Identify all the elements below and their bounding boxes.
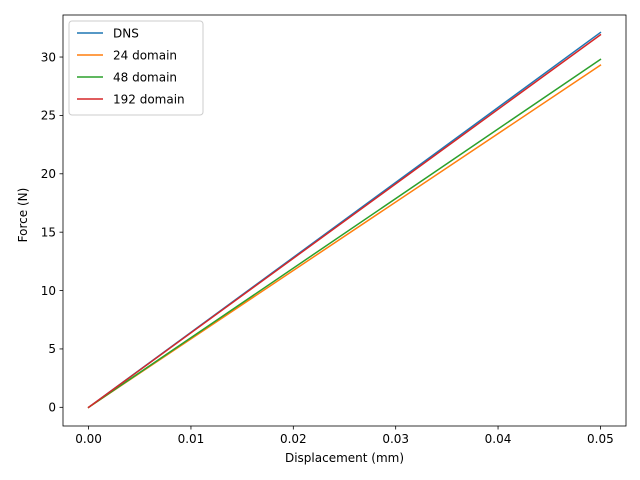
legend-label-1: DNS: [113, 26, 139, 40]
legend-label-4: 192 domain: [113, 92, 185, 106]
x-tick-label: 0.02: [280, 432, 307, 446]
series-line-2: [87, 64, 602, 409]
axes-frame: [62, 14, 627, 427]
y-axis-ticks: 0 5 10 15 20 25 30: [41, 50, 63, 415]
plot-area: [62, 14, 627, 427]
y-tick-label: 10: [41, 284, 56, 298]
legend: DNS 24 domain 48 domain 192 domain: [68, 20, 204, 116]
x-axis-ticks: 0.00 0.01 0.02 0.03 0.04 0.05: [75, 426, 614, 446]
legend-label-3: 48 domain: [113, 70, 177, 84]
y-axis-label: Force (N): [16, 188, 30, 243]
y-tick-label: 5: [48, 342, 56, 356]
y-tick-label: 15: [41, 225, 56, 239]
y-tick-label: 30: [41, 50, 56, 64]
series-line-4: [87, 33, 602, 409]
legend-label-2: 24 domain: [113, 48, 177, 62]
x-tick-label: 0.05: [587, 432, 614, 446]
x-tick-label: 0.01: [178, 432, 205, 446]
x-tick-label: 0.00: [75, 432, 102, 446]
y-tick-label: 20: [41, 167, 56, 181]
y-tick-label: 0: [48, 401, 56, 415]
y-tick-label: 25: [41, 109, 56, 123]
series-line-3: [87, 58, 602, 409]
legend-box: [68, 20, 204, 116]
x-axis-label: Displacement (mm): [285, 451, 404, 465]
x-tick-label: 0.04: [485, 432, 512, 446]
x-tick-label: 0.03: [382, 432, 409, 446]
